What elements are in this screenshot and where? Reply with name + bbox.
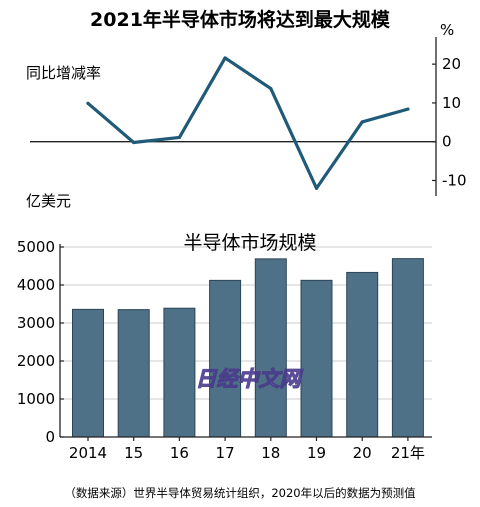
bar-y-ticks: 0 1000 2000 3000 4000 5000 — [17, 238, 64, 446]
growth-rate-line-chart: 同比增减率 % 20 10 0 -10 — [26, 21, 467, 196]
bar-y-tick-label: 2000 — [17, 352, 55, 370]
market-size-bar — [346, 271, 379, 438]
market-size-bar — [300, 279, 333, 438]
bar-y-tick-label: 0 — [45, 428, 55, 446]
source-note: （数据来源）世界半导体贸易统计组织，2020年以后的数据为预测值 — [64, 486, 416, 500]
line-y-tick-label: 20 — [442, 55, 461, 73]
growth-rate-point — [177, 135, 181, 140]
bar-x-tick-label: 19 — [307, 444, 326, 462]
market-size-bar-chart: 亿美元 0 1000 2000 3000 4000 5000 2014 15 16 17 18 19… — [17, 192, 432, 462]
line-series — [86, 56, 410, 190]
watermark: 日经中文网 — [196, 367, 304, 391]
growth-rate-line — [86, 56, 410, 190]
line-unit-label: % — [440, 21, 454, 39]
growth-rate-point — [223, 56, 227, 60]
line-ylabel: 同比增减率 — [26, 64, 101, 82]
chart-title: 2021年半导体市场将达到最大规模 — [90, 8, 391, 31]
market-size-bar — [72, 308, 104, 438]
growth-rate-point — [269, 86, 273, 91]
market-size-bar — [209, 279, 242, 438]
bar-y-tick-label: 4000 — [17, 276, 55, 294]
growth-rate-point — [406, 107, 410, 111]
line-y-ticks: 20 10 0 -10 — [432, 55, 467, 189]
market-size-bar — [391, 258, 424, 438]
bar-x-tick-label: 16 — [170, 444, 189, 462]
market-size-bar — [163, 307, 196, 438]
bar-y-tick-label: 3000 — [17, 314, 55, 332]
market-size-bar — [254, 258, 287, 438]
line-y-tick-label: 10 — [442, 94, 461, 112]
bar-x-tick-label: 21年 — [391, 444, 425, 462]
bar-x-tick-label: 18 — [261, 444, 280, 462]
growth-rate-point — [314, 186, 319, 190]
line-y-tick-label: -10 — [442, 171, 467, 189]
bar-axes — [59, 244, 432, 438]
bar-x-tick-label: 2014 — [69, 444, 107, 462]
bar-x-tick-label: 17 — [216, 444, 235, 462]
bar-x-tick-label: 20 — [353, 444, 372, 462]
bar-ylabel: 亿美元 — [26, 192, 71, 210]
growth-rate-point — [132, 140, 136, 145]
bar-x-ticks: 2014 15 16 17 18 19 20 21年 — [69, 437, 425, 462]
line-y-axis — [30, 37, 437, 196]
growth-rate-point — [360, 120, 364, 124]
bar-y-tick-label: 1000 — [17, 390, 55, 408]
growth-rate-point — [86, 101, 90, 105]
bar-x-tick-label: 15 — [124, 444, 143, 462]
bar-y-tick-label: 5000 — [17, 238, 55, 256]
bar-chart-title: 半导体市场规模 — [183, 232, 316, 254]
bar-series — [72, 258, 424, 438]
line-y-tick-label: 0 — [442, 133, 452, 151]
market-size-bar — [117, 309, 150, 438]
